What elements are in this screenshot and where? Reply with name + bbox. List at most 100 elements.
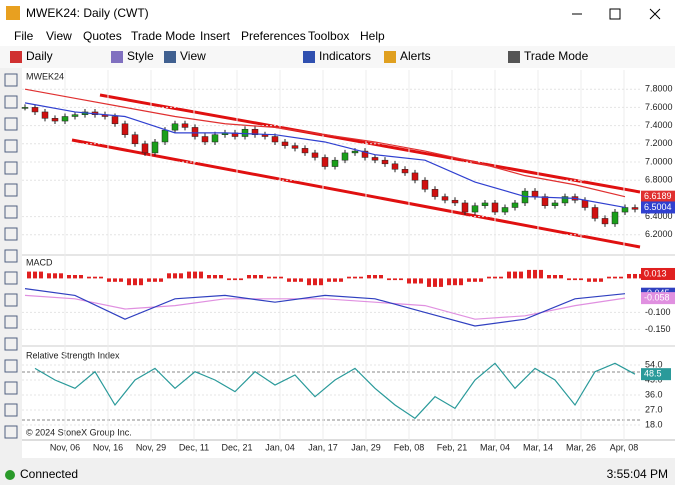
- macd-bar: [139, 278, 143, 286]
- macd-bar: [313, 278, 317, 286]
- candle-body: [621, 207, 629, 213]
- value-box: [641, 190, 675, 203]
- macd-bar: [219, 275, 223, 279]
- menu-item[interactable]: File: [14, 29, 34, 43]
- menu-item[interactable]: Quotes: [83, 29, 122, 43]
- candle-body: [31, 107, 39, 113]
- macd-bar: [533, 269, 537, 279]
- macd-bar: [179, 273, 183, 279]
- candle-body: [531, 190, 539, 197]
- tool-icon[interactable]: [4, 139, 18, 153]
- macd-bar: [499, 276, 503, 279]
- macd-bar: [119, 278, 123, 282]
- candle-body: [371, 157, 379, 161]
- toolbar-icon[interactable]: [508, 51, 520, 63]
- candle-body: [421, 179, 429, 190]
- candle-body: [161, 129, 169, 143]
- macd-bar: [553, 275, 557, 279]
- tool-icon[interactable]: [4, 425, 18, 439]
- candle-body: [381, 159, 389, 165]
- x-tick-label: Feb, 08: [394, 442, 425, 452]
- menu-bar: [0, 28, 675, 46]
- candle-body: [251, 128, 259, 135]
- toolbar-icon[interactable]: [10, 51, 22, 63]
- candle-body: [591, 207, 599, 219]
- menu-item[interactable]: View: [46, 29, 72, 43]
- toolbar-button[interactable]: View: [180, 49, 206, 63]
- macd-bar: [579, 278, 583, 281]
- rsi-line: [34, 362, 636, 420]
- tool-icon[interactable]: [4, 337, 18, 351]
- tool-icon[interactable]: [4, 73, 18, 87]
- tool-icon[interactable]: [4, 381, 18, 395]
- candle-body: [21, 107, 29, 109]
- candle-body: [211, 134, 219, 143]
- toolbar-button[interactable]: Style: [127, 49, 154, 63]
- macd-bar: [153, 278, 157, 282]
- tool-icon[interactable]: [4, 161, 18, 175]
- candle-body: [121, 123, 129, 135]
- macd-bar: [619, 276, 623, 279]
- candle-body: [601, 218, 609, 225]
- candle-body: [311, 152, 319, 158]
- toolbar-button[interactable]: Trade Mode: [524, 49, 589, 63]
- macd-bar: [633, 273, 637, 279]
- tool-icon[interactable]: [4, 95, 18, 109]
- candle-body: [561, 196, 569, 204]
- toolbar-button[interactable]: Indicators: [319, 49, 371, 63]
- close[interactable]: [649, 8, 661, 20]
- panel-title: MWEK24: [26, 71, 64, 81]
- tool-icon[interactable]: [4, 403, 18, 417]
- x-tick-label: Jan, 17: [308, 442, 338, 452]
- tool-icon[interactable]: [4, 293, 18, 307]
- macd-bar: [113, 278, 117, 282]
- menu-item[interactable]: Insert: [200, 29, 231, 43]
- tool-icon[interactable]: [4, 183, 18, 197]
- candle-body: [501, 207, 509, 213]
- toolbar-icon[interactable]: [303, 51, 315, 63]
- maximize[interactable]: [609, 8, 621, 20]
- candle-body: [631, 207, 639, 210]
- menu-item[interactable]: Trade Mode: [131, 29, 196, 43]
- toolbar-icon[interactable]: [111, 51, 123, 63]
- tool-icon[interactable]: [4, 227, 18, 241]
- macd-bar: [613, 276, 617, 279]
- macd-bar: [73, 275, 77, 279]
- macd-bar: [207, 275, 211, 279]
- signal-line: [24, 294, 626, 320]
- menu-item[interactable]: Toolbox: [308, 29, 349, 43]
- toolbar-button[interactable]: Daily: [26, 49, 53, 63]
- value-label: 48.5: [644, 369, 662, 379]
- macd-bar: [53, 273, 57, 279]
- toolbar-icon[interactable]: [164, 51, 176, 63]
- tool-icon[interactable]: [4, 315, 18, 329]
- menu-item[interactable]: Preferences: [241, 29, 306, 43]
- macd-bar: [307, 278, 311, 286]
- x-tick-label: Feb, 21: [437, 442, 468, 452]
- tool-icon[interactable]: [4, 249, 18, 263]
- tool-icon[interactable]: [4, 117, 18, 131]
- macd-bar: [233, 278, 237, 281]
- candle-body: [461, 202, 469, 213]
- menu: File View Quotes Trade Mode Insert Preference…: [14, 29, 385, 43]
- macd-bar: [147, 278, 151, 282]
- x-tick-label: Dec, 11: [179, 442, 209, 452]
- y-tick-label: 27.0: [645, 404, 663, 414]
- value-label: -0.058: [644, 292, 670, 302]
- fast-ma: [24, 102, 626, 209]
- toolbar-icon[interactable]: [384, 51, 396, 63]
- trendline[interactable]: [71, 138, 641, 249]
- macd-bar: [407, 278, 411, 284]
- tool-icon[interactable]: [4, 205, 18, 219]
- macd-bar: [487, 276, 491, 279]
- value-label: 6.5004: [644, 202, 672, 212]
- toolbar-button[interactable]: Alerts: [400, 49, 431, 63]
- tool-icon[interactable]: [4, 271, 18, 285]
- tool-icon[interactable]: [4, 359, 18, 373]
- menu-item[interactable]: Help: [360, 29, 385, 43]
- candle-body: [301, 148, 309, 154]
- macd-bar: [227, 278, 231, 281]
- macd-bar: [559, 275, 563, 279]
- macd-bar: [187, 271, 191, 279]
- macd-bar: [587, 278, 591, 282]
